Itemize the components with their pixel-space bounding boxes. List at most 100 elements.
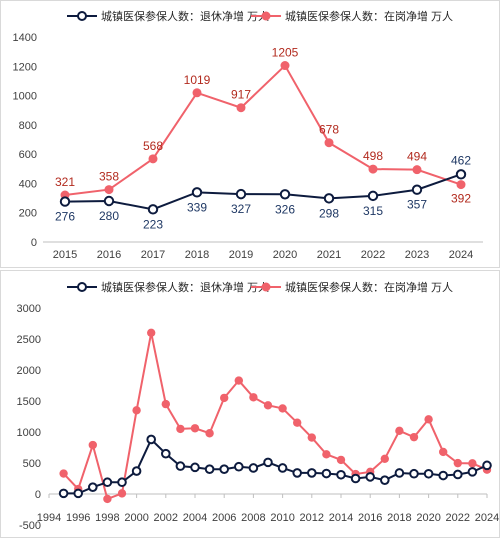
y-tick-label: 1200 (13, 61, 37, 73)
legend-label-retired: 城镇医保参保人数：退休净增 万人 (101, 280, 269, 294)
data-label-retired: 223 (143, 217, 163, 231)
y-tick-label: 3000 (17, 303, 41, 315)
point-active (293, 418, 302, 427)
data-label-retired: 357 (407, 198, 427, 212)
legend-label-active: 城镇医保参保人数：在岗净增 万人 (285, 280, 453, 294)
point-active (456, 180, 466, 190)
x-tick-label: 2008 (241, 512, 265, 524)
data-label-retired: 276 (55, 210, 75, 224)
legend-marker-retired (77, 282, 87, 292)
point-retired (219, 464, 229, 474)
point-retired (365, 472, 376, 482)
data-label-active: 321 (55, 175, 75, 189)
x-tick-label: 2000 (124, 512, 148, 524)
point-active (236, 103, 246, 113)
point-active (220, 393, 229, 403)
point-retired (336, 469, 346, 480)
x-tick-label: 2012 (300, 512, 324, 524)
point-active (368, 164, 378, 174)
legend-label-retired: 城镇医保参保人数：退休净增 万人 (101, 9, 269, 23)
data-label-retired: 327 (231, 202, 251, 216)
point-retired (235, 188, 247, 200)
x-tick-label: 2010 (270, 512, 294, 524)
point-active (234, 376, 243, 385)
series-line-retired (64, 173, 462, 211)
bottom-line-chart: 城镇医保参保人数：退休净增 万人 城镇医保参保人数：在岗净增 万人 -500 0 5… (17, 280, 500, 532)
point-retired (88, 482, 98, 492)
top-data-labels: 321 358 568 1019 917 1205 678 498 494 392 276 280 22… (55, 46, 471, 232)
data-label-retired: 339 (187, 200, 207, 214)
x-tick-label: 2022 (361, 249, 385, 261)
x-tick-label: 2017 (141, 249, 165, 261)
point-retired (292, 468, 303, 478)
point-active (147, 328, 156, 337)
x-tick-label: 2002 (154, 512, 178, 524)
point-active (249, 393, 258, 402)
y-tick-label: 600 (19, 149, 37, 161)
x-tick-label: 2019 (229, 249, 253, 261)
point-retired (277, 463, 288, 473)
point-active (59, 469, 68, 478)
point-active (336, 455, 346, 465)
point-retired (367, 190, 379, 202)
x-tick-label: 2021 (317, 249, 341, 261)
point-retired (234, 461, 244, 472)
data-label-active: 678 (319, 123, 339, 137)
x-tick-label: 2018 (387, 512, 411, 524)
x-tick-label: 2020 (273, 249, 297, 261)
y-tick-label: 800 (19, 120, 37, 132)
y-tick-label: 1000 (17, 427, 41, 439)
x-tick-label: 1994 (37, 512, 61, 524)
data-label-active: 358 (99, 170, 119, 184)
series-line-active (64, 63, 462, 196)
top-axes: 0 200 400 600 800 1000 1200 1400 2015 2016 2017 201… (13, 32, 483, 261)
point-active (439, 447, 448, 457)
legend-bottom: 城镇医保参保人数：退休净增 万人 城镇医保参保人数：在岗净增 万人 (67, 280, 453, 294)
y-tick-label: 400 (19, 178, 37, 190)
x-tick-label: 1996 (66, 512, 90, 524)
bottom-chart-panel: 城镇医保参保人数：退休净增 万人 城镇医保参保人数：在岗净增 万人 -500 0 5… (0, 270, 500, 538)
point-retired (323, 193, 335, 204)
point-retired (279, 189, 291, 200)
point-active (132, 406, 141, 415)
point-retired (482, 460, 492, 471)
point-retired (453, 469, 463, 480)
x-tick-label: 2015 (53, 249, 77, 261)
x-tick-label: 2016 (97, 249, 121, 261)
point-retired (59, 196, 71, 207)
top-chart-panel: 城镇医保参保人数：退休净增 万人 城镇医保参保人数：在岗净增 万人 0 200 40… (0, 0, 500, 268)
y-tick-label: 2000 (17, 365, 41, 377)
point-retired (191, 187, 203, 198)
y-tick-label: 500 (23, 458, 41, 470)
point-retired (394, 468, 405, 478)
y-tick-label: 1400 (13, 32, 37, 44)
x-tick-label: 2024 (449, 249, 473, 261)
data-label-active: 568 (143, 139, 163, 153)
y-tick-label: 0 (31, 237, 37, 249)
point-active (322, 450, 331, 459)
point-active (117, 489, 127, 498)
y-tick-label: 1000 (13, 91, 37, 103)
point-retired (411, 184, 423, 195)
point-active (412, 165, 422, 175)
point-active (104, 185, 114, 195)
point-retired (409, 468, 419, 479)
point-retired (350, 473, 361, 484)
point-retired (467, 467, 478, 477)
point-retired (438, 470, 449, 481)
point-retired (161, 448, 171, 459)
top-series (59, 61, 467, 215)
point-active (148, 154, 158, 164)
bottom-series (58, 328, 492, 504)
y-tick-label: 200 (19, 208, 37, 220)
point-active (453, 458, 462, 468)
legend-marker-active (261, 282, 271, 292)
x-tick-label: 1998 (95, 512, 119, 524)
point-active (409, 432, 419, 442)
x-tick-label: 2022 (446, 512, 470, 524)
point-active (103, 494, 112, 504)
data-label-active: 392 (451, 192, 471, 206)
point-retired (455, 169, 467, 180)
point-active (307, 433, 316, 442)
point-active (205, 429, 214, 438)
